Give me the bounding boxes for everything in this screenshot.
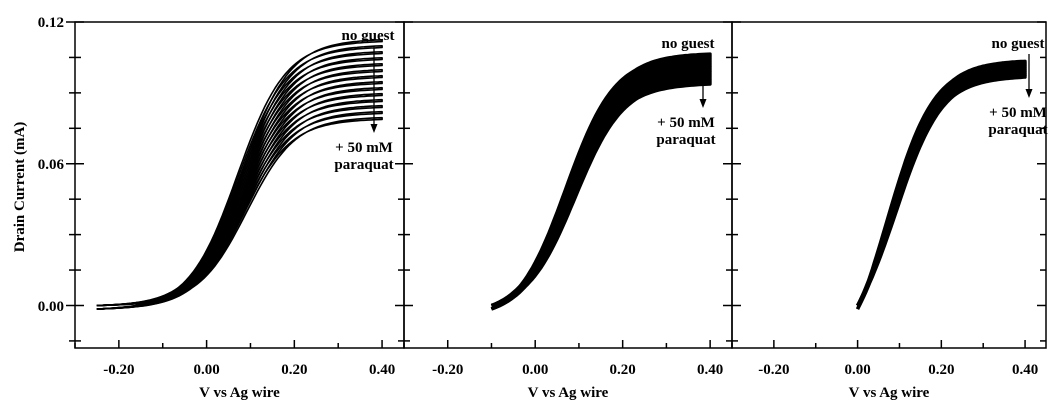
x-tick-label: -0.20 — [758, 362, 789, 378]
annotation-guest-name: paraquat — [334, 157, 393, 173]
decrease-arrowhead — [699, 99, 707, 108]
sweep-curve — [856, 73, 1027, 310]
chart-panel-1: -0.20 0.00 0.20 0.40 V vs Ag wire no gue… — [66, 21, 405, 401]
y-axis-title: Drain Current (mA) — [12, 122, 28, 253]
annotation-no-guest: no guest — [342, 28, 395, 44]
x-tick-label: 0.40 — [369, 362, 395, 378]
annotation-guest-concentration: + 50 mM — [657, 115, 715, 131]
decrease-arrowhead — [370, 124, 378, 133]
sweep-curve — [490, 80, 712, 311]
sweep-curve — [490, 60, 712, 311]
x-tick-label: 0.40 — [1012, 362, 1038, 378]
sweep-curve — [96, 57, 383, 310]
annotation-no-guest: no guest — [992, 36, 1045, 52]
x-tick-label: -0.20 — [103, 362, 134, 378]
y-tick-label: 0.00 — [38, 299, 64, 315]
chart-panel-2: -0.20 0.00 0.20 0.40 V vs Ag wire no gue… — [395, 21, 733, 401]
sweep-curve — [490, 54, 712, 311]
sweep-curves — [856, 59, 1027, 310]
sweep-curve — [96, 63, 383, 310]
x-tick-label: 0.00 — [522, 362, 548, 378]
sweep-curve — [490, 57, 712, 311]
annotation-guest-concentration: + 50 mM — [335, 140, 393, 156]
sweep-curves — [490, 52, 712, 311]
sweep-curve — [490, 62, 712, 311]
sweep-curve — [96, 116, 383, 310]
x-axis-title: V vs Ag wire — [199, 385, 280, 401]
x-axis-title: V vs Ag wire — [528, 385, 609, 401]
annotation-guest-name: paraquat — [656, 132, 715, 148]
x-tick-label: 0.20 — [928, 362, 954, 378]
x-tick-label: 0.20 — [610, 362, 636, 378]
y-tick-label: 0.12 — [38, 15, 64, 31]
x-tick-label: 0.00 — [844, 362, 870, 378]
x-tick-label: -0.20 — [432, 362, 463, 378]
annotation-no-guest: no guest — [662, 36, 715, 52]
y-tick-label: 0.06 — [38, 157, 65, 173]
decrease-arrowhead — [1025, 89, 1033, 98]
x-tick-label: 0.40 — [697, 362, 723, 378]
annotation-guest-name: paraquat — [988, 122, 1047, 138]
x-tick-label: 0.20 — [281, 362, 307, 378]
sweep-curves — [96, 39, 383, 310]
plot-frame — [731, 21, 1047, 349]
sweep-curve — [490, 65, 712, 311]
annotation-guest-concentration: + 50 mM — [989, 105, 1047, 121]
chart-panel-3: -0.20 0.00 0.20 0.40 V vs Ag wire no gue… — [723, 21, 1048, 401]
sweep-curve — [490, 52, 712, 311]
x-axis-title: V vs Ag wire — [849, 385, 930, 401]
x-tick-label: 0.00 — [193, 362, 219, 378]
